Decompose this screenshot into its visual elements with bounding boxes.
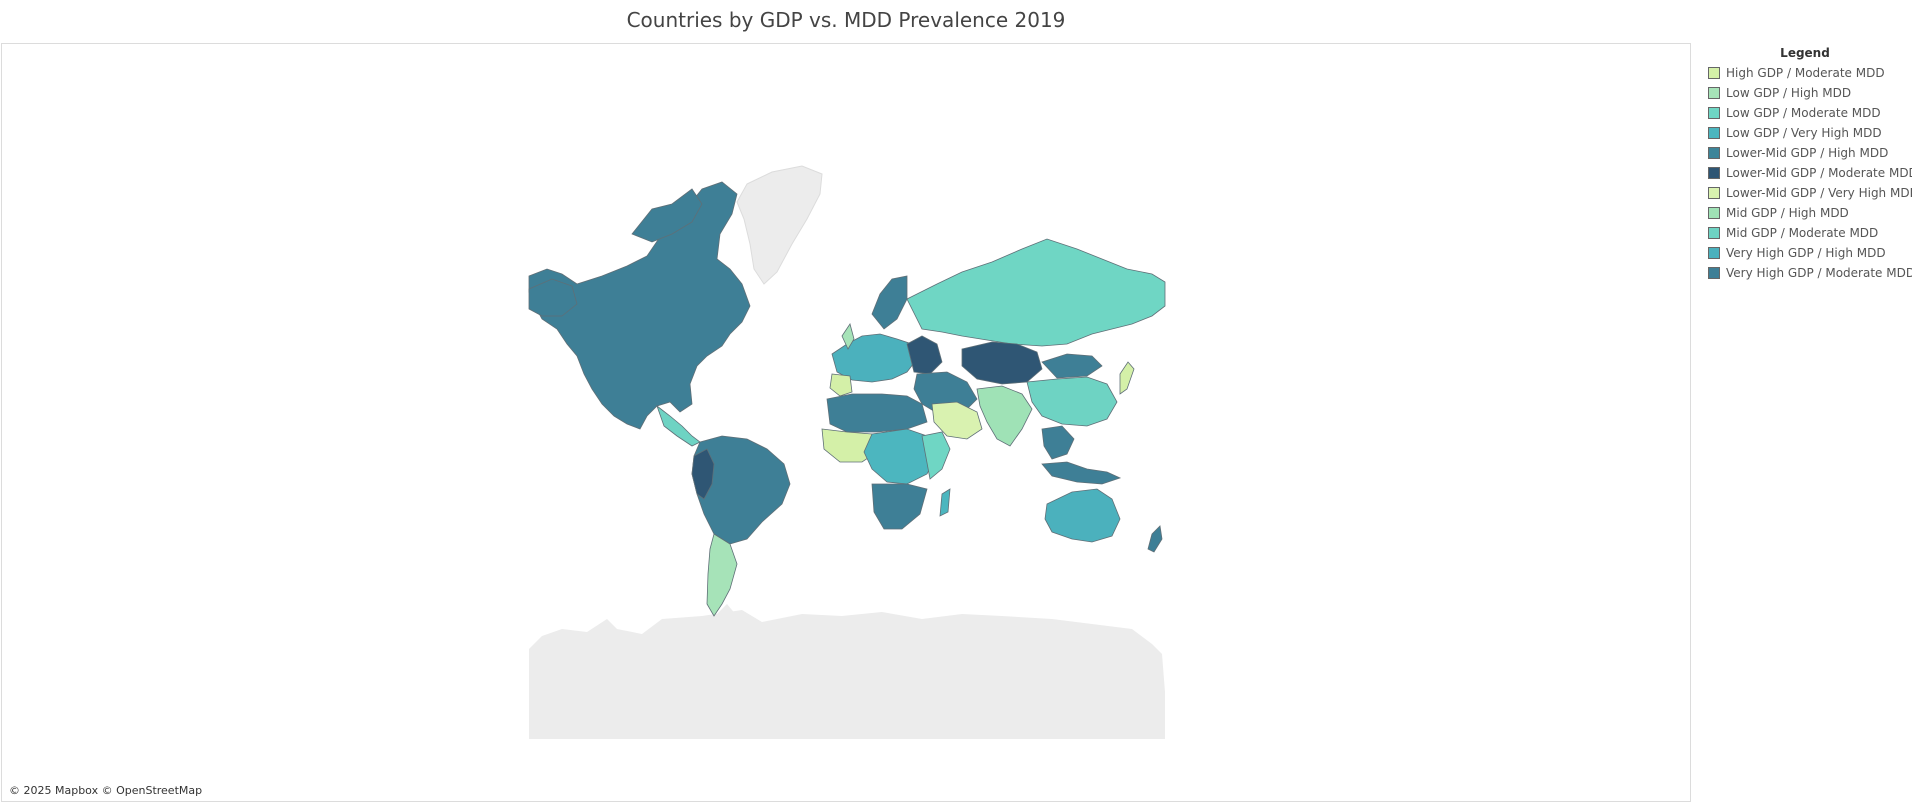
legend-swatch	[1708, 207, 1720, 219]
legend-label: Mid GDP / Moderate MDD	[1726, 226, 1879, 240]
region-mongolia[interactable]	[1041, 353, 1103, 379]
region-russia[interactable]	[906, 238, 1166, 347]
map-attribution[interactable]: © 2025 Mapbox © OpenStreetMap	[9, 784, 203, 797]
region-central-africa[interactable]	[863, 428, 938, 485]
region-central-asia[interactable]	[961, 341, 1043, 385]
legend-item[interactable]: Mid GDP / Moderate MDD	[1700, 223, 1910, 243]
legend-swatch	[1708, 167, 1720, 179]
legend-label: Lower-Mid GDP / High MDD	[1726, 146, 1889, 160]
legend-label: Very High GDP / Moderate MDD	[1726, 266, 1912, 280]
region-china[interactable]	[1026, 376, 1118, 427]
legend-label: Low GDP / High MDD	[1726, 86, 1852, 100]
region-alaska[interactable]	[528, 278, 578, 317]
region-east-africa[interactable]	[921, 431, 951, 480]
region-north-africa[interactable]	[826, 393, 928, 433]
region-new-zealand[interactable]	[1147, 525, 1163, 553]
legend-label: Lower-Mid GDP / Very High MDD	[1726, 186, 1912, 200]
legend-item[interactable]: High GDP / Moderate MDD	[1700, 63, 1910, 83]
legend-item[interactable]: Very High GDP / High MDD	[1700, 243, 1910, 263]
legend-swatch	[1708, 147, 1720, 159]
legend-swatch	[1708, 247, 1720, 259]
map-title: Countries by GDP vs. MDD Prevalence 2019	[626, 8, 1066, 32]
region-madagascar[interactable]	[939, 488, 951, 517]
region-central-america[interactable]	[656, 404, 701, 447]
legend-swatch	[1708, 107, 1720, 119]
region-eastern-europe[interactable]	[906, 335, 943, 375]
legend-swatch	[1708, 267, 1720, 279]
map-viewport[interactable]: © 2025 Mapbox © OpenStreetMap	[1, 43, 1691, 802]
legend-swatch	[1708, 67, 1720, 79]
region-iberia[interactable]	[829, 373, 853, 397]
region-australia[interactable]	[1044, 488, 1121, 543]
region-southern-cone[interactable]	[706, 533, 738, 617]
legend-swatch	[1708, 227, 1720, 239]
legend-item[interactable]: Very High GDP / Moderate MDD	[1700, 263, 1912, 283]
world-map	[528, 165, 1166, 739]
legend-label: Lower-Mid GDP / Moderate MDD	[1726, 166, 1912, 180]
legend-item[interactable]: Low GDP / Moderate MDD	[1700, 103, 1910, 123]
legend-title: Legend	[1780, 46, 1830, 60]
legend-swatch	[1708, 87, 1720, 99]
region-uk[interactable]	[841, 323, 855, 350]
legend-label: Mid GDP / High MDD	[1726, 206, 1849, 220]
legend-label: Low GDP / Moderate MDD	[1726, 106, 1881, 120]
region-arabia[interactable]	[931, 401, 983, 440]
legend-list: High GDP / Moderate MDD Low GDP / High M…	[1700, 63, 1912, 283]
legend-item[interactable]: Mid GDP / High MDD	[1700, 203, 1910, 223]
region-southern-africa[interactable]	[871, 483, 928, 530]
region-indonesia[interactable]	[1041, 461, 1122, 485]
legend-swatch	[1708, 187, 1720, 199]
legend-label: Very High GDP / High MDD	[1726, 246, 1886, 260]
region-antarctica[interactable]	[529, 610, 1165, 739]
legend-label: High GDP / Moderate MDD	[1726, 66, 1885, 80]
legend-swatch	[1708, 127, 1720, 139]
legend-panel: Legend High GDP / Moderate MDD Low GDP /…	[1700, 46, 1912, 283]
region-south-asia[interactable]	[976, 385, 1033, 447]
region-scandinavia[interactable]	[871, 275, 908, 330]
legend-item[interactable]: Lower-Mid GDP / Very High MDD	[1700, 183, 1912, 203]
legend-item[interactable]: Lower-Mid GDP / Moderate MDD	[1700, 163, 1912, 183]
region-antarctica-peninsula[interactable]	[707, 604, 737, 634]
region-greenland[interactable]	[736, 165, 823, 285]
region-japan[interactable]	[1119, 361, 1135, 395]
legend-item[interactable]: Lower-Mid GDP / High MDD	[1700, 143, 1910, 163]
region-andes[interactable]	[691, 448, 715, 500]
region-canadian-arctic[interactable]	[631, 188, 703, 243]
legend-item[interactable]: Low GDP / High MDD	[1700, 83, 1910, 103]
legend-item[interactable]: Low GDP / Very High MDD	[1700, 123, 1910, 143]
region-southeast-asia[interactable]	[1041, 425, 1075, 460]
legend-label: Low GDP / Very High MDD	[1726, 126, 1882, 140]
